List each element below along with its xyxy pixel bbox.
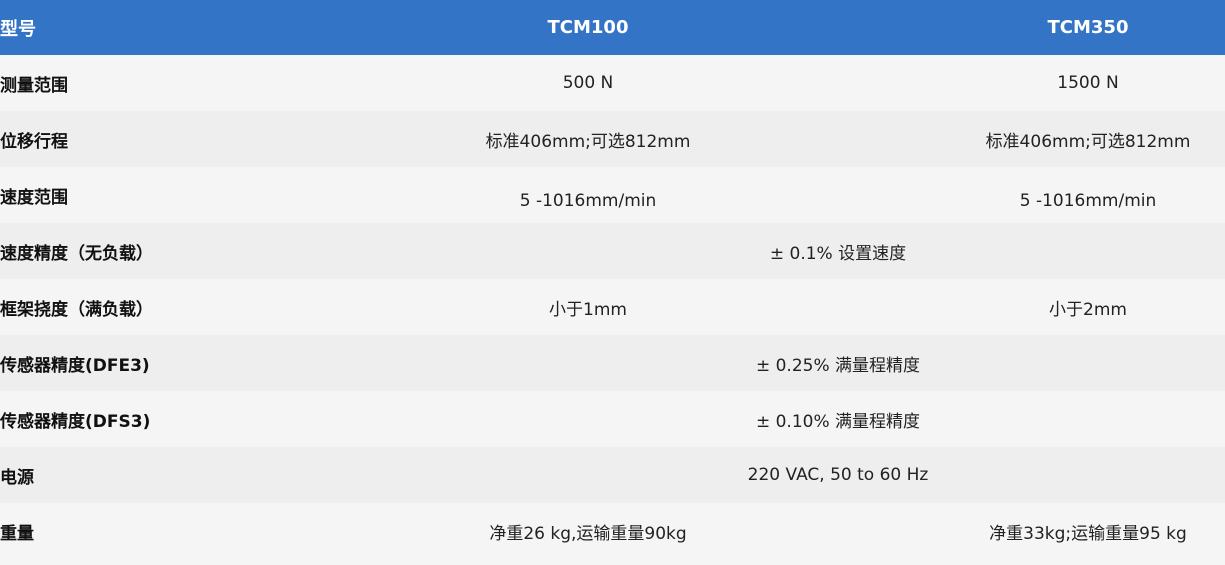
cell-span: 220 VAC, 50 to 60 Hz	[747, 465, 929, 485]
row-label: 速度范围	[0, 187, 68, 208]
row-label: 位移行程	[0, 131, 68, 152]
row-label: 传感器精度(DFE3)	[0, 355, 150, 376]
cell: 5 -1016mm/min	[1019, 191, 1157, 211]
cell-span: ± 0.25% 满量程精度	[755, 355, 921, 376]
table-row: 框架挠度（满负载） 小于1mm 小于2mm	[0, 279, 1225, 335]
row-label: 电源	[0, 467, 34, 488]
cell-span: ± 0.1% 设置速度	[769, 243, 907, 264]
table-row: 位移行程 标准406mm;可选812mm 标准406mm;可选812mm	[0, 111, 1225, 167]
cell-span: ± 0.10% 满量程精度	[755, 411, 921, 432]
table-row: 传感器精度(DFE3) ± 0.25% 满量程精度	[0, 335, 1225, 391]
row-label: 测量范围	[0, 75, 68, 96]
row-label: 传感器精度(DFS3)	[0, 411, 151, 432]
table-row: 速度精度（无负载） ± 0.1% 设置速度	[0, 223, 1225, 279]
header-row: 型号 TCM100 TCM350	[0, 0, 1225, 55]
cell: 500 N	[562, 73, 614, 93]
row-label: 重量	[0, 523, 34, 544]
header-label: 型号	[0, 0, 338, 55]
cell: 1500 N	[1057, 73, 1119, 93]
cell: 5 -1016mm/min	[519, 191, 657, 211]
cell: 小于1mm	[549, 299, 627, 320]
cell: 净重26 kg,运输重量90kg	[489, 523, 687, 544]
row-label: 框架挠度（满负载）	[0, 299, 153, 320]
table-row: 传感器精度(DFS3) ± 0.10% 满量程精度	[0, 391, 1225, 447]
header-model: TCM350	[838, 0, 1225, 55]
table-row: 测量范围 500 N 1500 N	[0, 55, 1225, 111]
cell: 标准406mm;可选812mm	[985, 131, 1191, 152]
cell: 净重33kg;运输重量95 kg	[989, 523, 1187, 544]
cell: 标准406mm;可选812mm	[485, 131, 691, 152]
table-row: 电源 220 VAC, 50 to 60 Hz	[0, 447, 1225, 503]
cell: 小于2mm	[1049, 299, 1127, 320]
header-model: TCM100	[338, 0, 838, 55]
row-label: 速度精度（无负载）	[0, 243, 153, 264]
table-row: 速度范围 5 -1016mm/min 5 -1016mm/min	[0, 167, 1225, 223]
table-row: 重量 净重26 kg,运输重量90kg 净重33kg;运输重量95 kg	[0, 503, 1225, 559]
